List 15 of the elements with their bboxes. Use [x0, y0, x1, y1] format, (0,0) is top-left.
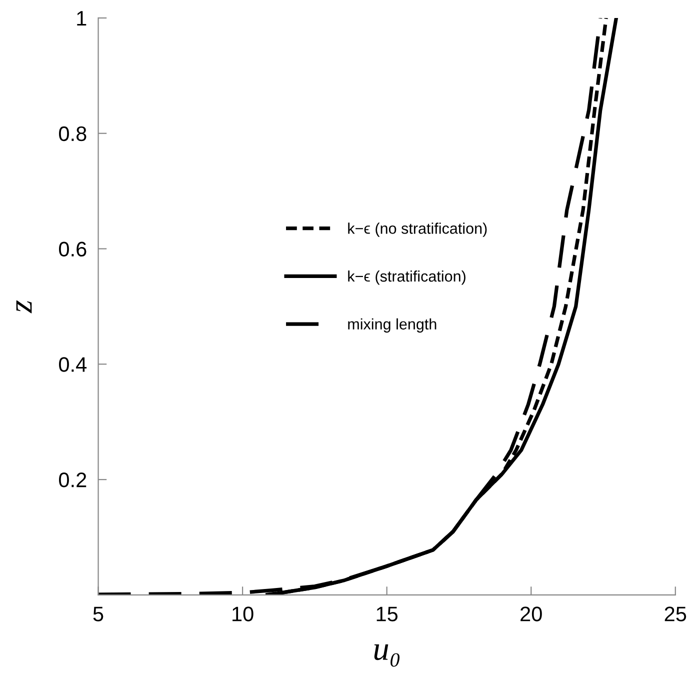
y-tick-label: 0.8 [59, 126, 86, 142]
x-tick-label: 10 [232, 606, 254, 622]
legend-label: k−ϵ (no stratification) [348, 222, 487, 237]
y-axis-title: z [16, 300, 32, 314]
y-tick-label: 0.6 [59, 242, 86, 257]
x-tick-label: 20 [520, 606, 542, 622]
x-tick-label: 25 [664, 606, 686, 622]
legend-label: mixing length [348, 318, 436, 333]
y-tick-label: 0.2 [59, 472, 86, 488]
legend-label: k−ϵ (stratification) [348, 270, 466, 285]
x-axis-title: u₀ [374, 644, 400, 667]
x-tick-label: 15 [376, 606, 398, 622]
y-tick-label: 1 [77, 11, 86, 26]
x-tick-label: 5 [93, 606, 104, 622]
y-tick-label: 0.4 [59, 357, 87, 372]
